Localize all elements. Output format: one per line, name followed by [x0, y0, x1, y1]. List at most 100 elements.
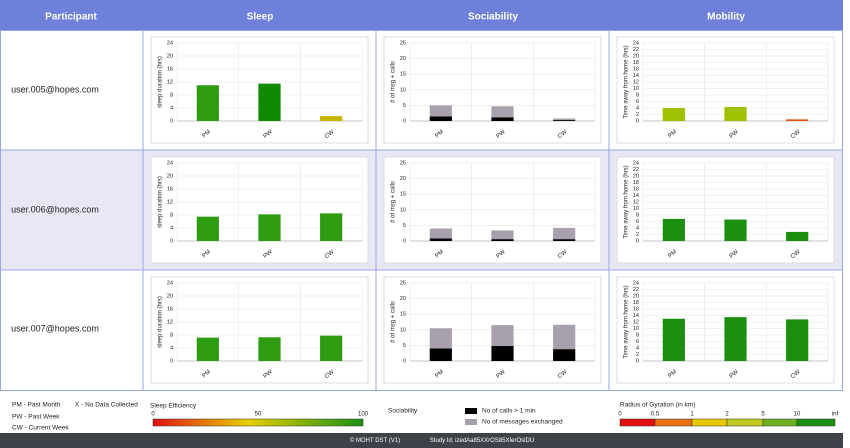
scale-segment: [619, 418, 656, 427]
y-tick-label: 20: [167, 53, 173, 59]
legend-text: PW - Past Week: [12, 414, 60, 421]
bar-segment: [553, 349, 576, 361]
scale-segment: [654, 418, 693, 427]
legend-title: Radius of Gyration (in km): [620, 402, 696, 409]
y-tick-label: 20: [633, 293, 639, 299]
header-cell: Sociability: [468, 12, 518, 23]
x-tick-label: PM: [434, 369, 445, 379]
scale-label: 10: [794, 412, 801, 418]
x-tick-label: PW: [263, 249, 275, 260]
y-tick-label: 0: [170, 238, 173, 244]
y-tick-label: 20: [167, 173, 173, 179]
x-tick-label: CW: [790, 129, 802, 140]
legend-title: Sociability: [388, 408, 418, 415]
scale-label: 1: [690, 412, 694, 418]
y-tick-label: 2: [636, 112, 639, 118]
scale-label: 2: [725, 412, 729, 418]
scale-label: 100: [358, 412, 369, 418]
y-tick-label: 20: [400, 56, 406, 62]
x-tick-label: PW: [496, 369, 508, 380]
gyration-scale: [619, 418, 836, 427]
y-tick-label: 18: [633, 300, 639, 306]
bar: [786, 319, 809, 361]
footer-bar: [0, 433, 843, 448]
y-tick-label: 16: [633, 306, 639, 312]
bar-segment: [429, 238, 452, 241]
y-tick-label: 0: [170, 358, 173, 364]
bar: [258, 83, 281, 121]
legend-text: PM - Past Month: [12, 402, 61, 409]
chart-box: [616, 156, 835, 264]
y-tick-label: 12: [633, 79, 639, 85]
y-tick-label: 8: [636, 212, 639, 218]
x-tick-label: PM: [434, 249, 445, 259]
legend-title: Sleep Efficiency: [150, 403, 197, 410]
y-tick-label: 4: [170, 225, 173, 231]
y-tick-label: 0: [403, 118, 406, 124]
bar: [320, 213, 343, 241]
bar-segment: [491, 239, 514, 241]
bar: [196, 216, 219, 241]
legend-text: No of messages exchanged: [482, 419, 563, 426]
x-tick-label: PW: [729, 129, 741, 140]
y-tick-label: 5: [403, 343, 406, 349]
y-tick-label: 8: [170, 92, 173, 98]
y-tick-label: 5: [403, 223, 406, 229]
y-tick-label: 24: [633, 160, 639, 166]
sleep-scale: [152, 418, 364, 427]
bar: [724, 219, 747, 241]
x-tick-label: CW: [324, 249, 336, 260]
bar: [786, 231, 809, 241]
bar-segment: [553, 239, 576, 241]
y-tick-label: 6: [636, 99, 639, 105]
x-tick-label: CW: [557, 369, 569, 380]
y-tick-label: 10: [633, 86, 639, 92]
y-tick-label: 10: [400, 327, 406, 333]
y-tick-label: 16: [167, 186, 173, 192]
y-axis-label: # of msg + calls: [391, 301, 397, 343]
y-tick-label: 20: [633, 173, 639, 179]
y-tick-label: 25: [400, 160, 406, 166]
x-tick-label: PM: [434, 129, 445, 139]
x-tick-label: CW: [790, 369, 802, 380]
y-tick-label: 14: [633, 73, 639, 79]
bar-segment: [429, 348, 452, 361]
scale-label: 0: [618, 412, 622, 418]
participant: user.007@hopes.com: [11, 323, 99, 333]
bar: [662, 108, 685, 121]
y-tick-label: 10: [633, 206, 639, 212]
y-tick-label: 20: [167, 293, 173, 299]
bar-segment: [491, 117, 514, 121]
y-tick-label: 25: [400, 280, 406, 286]
y-tick-label: 18: [633, 60, 639, 66]
y-tick-label: 2: [636, 352, 639, 358]
y-tick-label: 5: [403, 103, 406, 109]
y-tick-label: 6: [636, 339, 639, 345]
x-tick-label: PM: [201, 129, 212, 139]
chart-box: [150, 276, 369, 384]
y-tick-label: 4: [636, 225, 639, 231]
bar-segment: [429, 228, 452, 239]
y-tick-label: 15: [400, 192, 406, 198]
y-tick-label: 4: [170, 105, 173, 111]
scale-segment: [762, 418, 798, 427]
bar-segment: [491, 106, 514, 118]
y-tick-label: 20: [633, 53, 639, 59]
bar-segment: [491, 346, 514, 361]
y-tick-label: 20: [400, 176, 406, 182]
bar: [724, 317, 747, 361]
y-axis-label: sleep duration (hrs): [158, 176, 164, 228]
y-tick-label: 4: [636, 345, 639, 351]
y-tick-label: 0: [636, 238, 639, 244]
x-tick-label: PM: [201, 249, 212, 259]
scale-label: 50: [255, 412, 262, 418]
y-tick-label: 12: [633, 199, 639, 205]
bar: [196, 337, 219, 361]
legend-text: CW - Current Week: [12, 425, 69, 432]
x-tick-label: PW: [263, 369, 275, 380]
y-tick-label: 8: [636, 92, 639, 98]
scale-label: 0: [151, 412, 155, 418]
y-axis-label: sleep duration (hrs): [158, 296, 164, 348]
header-cell: Mobility: [707, 12, 745, 23]
